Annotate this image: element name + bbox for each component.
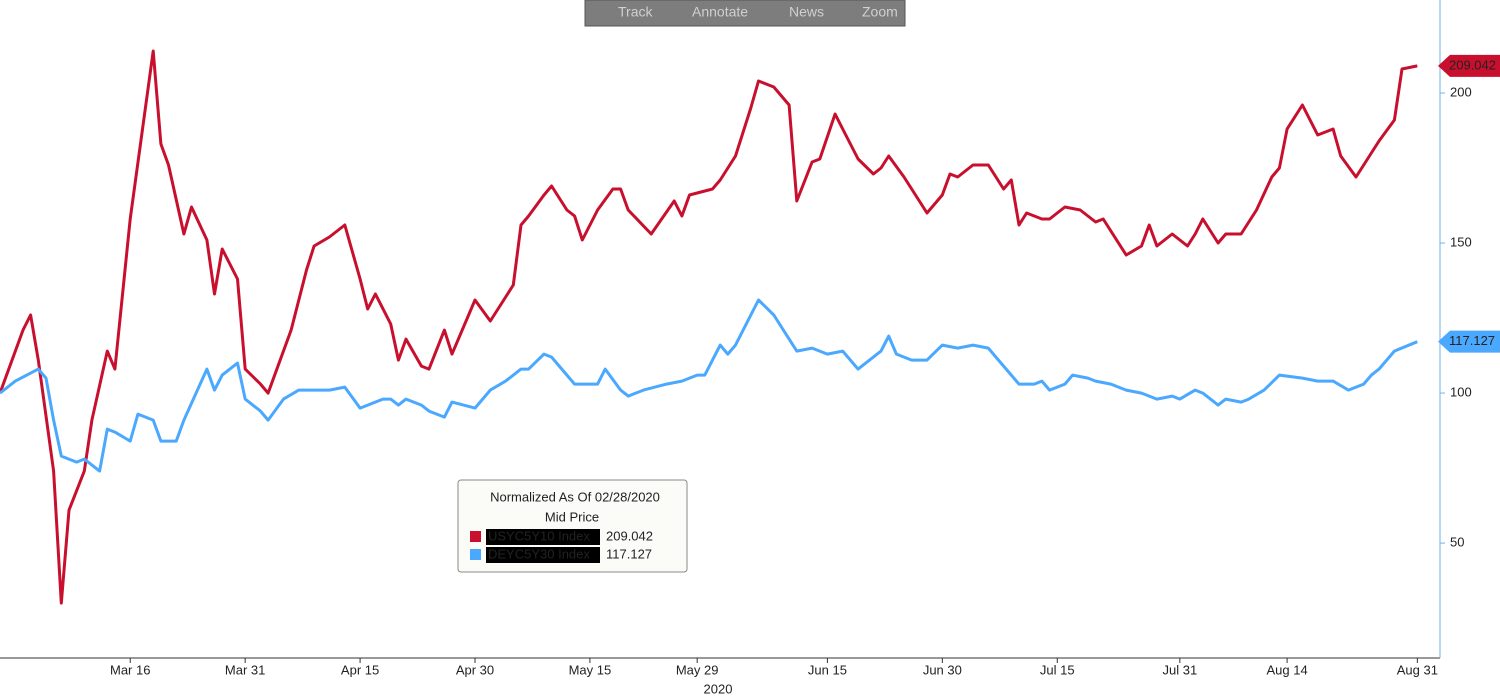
- x-tick-label: May 15: [569, 662, 612, 677]
- x-tick-label: May 29: [676, 662, 719, 677]
- y-tick-label: 200: [1450, 84, 1472, 99]
- x-tick-label: Jun 30: [923, 662, 962, 677]
- toolbar-button[interactable]: Zoom: [862, 4, 898, 20]
- y-tick-label: 150: [1450, 234, 1472, 249]
- toolbar: Track Annotate News Zoom: [584, 0, 906, 27]
- x-tick-label: Mar 31: [225, 662, 265, 677]
- toolbar-button[interactable]: Track: [618, 4, 653, 20]
- x-tick-label: Mar 16: [110, 662, 150, 677]
- toolbar-button[interactable]: Annotate: [692, 4, 748, 20]
- last-value-label: 209.042: [1449, 57, 1496, 72]
- last-value-label: 117.127: [1449, 333, 1495, 348]
- y-tick-label: 50: [1450, 535, 1464, 550]
- legend-highlight: [486, 547, 600, 563]
- series-line: [0, 298, 1418, 473]
- x-tick-label: Apr 15: [341, 662, 379, 677]
- x-axis-title: 2020: [704, 681, 733, 696]
- toolbar-button[interactable]: News: [789, 4, 824, 20]
- legend-swatch: [470, 549, 481, 560]
- x-tick-label: Jul 15: [1040, 662, 1075, 677]
- last-value-tag: [1438, 54, 1500, 77]
- toolbar-background: [584, 0, 906, 27]
- legend: Normalized As Of 02/28/2020 Mid Price US…: [457, 479, 688, 573]
- legend-title: Normalized As Of 02/28/2020: [490, 489, 660, 504]
- legend-label: USYC5Y10 Index: [488, 528, 590, 543]
- series-line: [0, 49, 1418, 605]
- legend-value: 209.042: [606, 528, 653, 543]
- y-tick-label: 100: [1450, 384, 1472, 399]
- x-tick-label: Aug 14: [1266, 662, 1307, 677]
- x-tick-label: Apr 30: [456, 662, 494, 677]
- legend-highlight: [486, 529, 600, 545]
- legend-label: DEYC5Y30 Index: [488, 546, 590, 561]
- legend-value: 117.127: [606, 546, 652, 561]
- last-value-tag: [1438, 330, 1500, 353]
- legend-swatch: [470, 531, 481, 542]
- x-tick-label: Jun 15: [808, 662, 847, 677]
- x-tick-label: Aug 31: [1397, 662, 1438, 677]
- x-tick-label: Jul 31: [1162, 662, 1197, 677]
- legend-subtitle: Mid Price: [545, 509, 599, 524]
